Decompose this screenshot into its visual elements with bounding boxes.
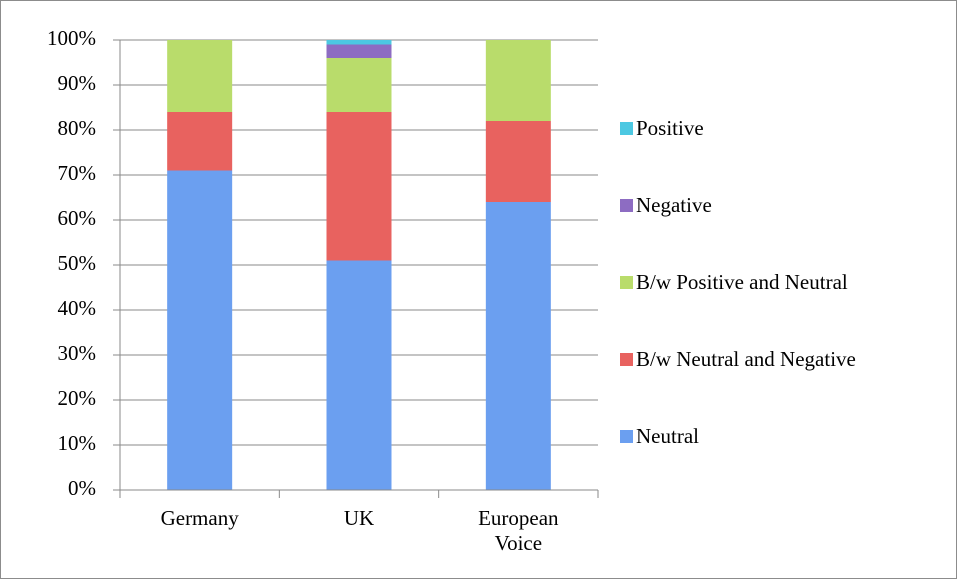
y-tick-label: 30% [58,341,97,365]
y-tick-label: 70% [58,161,97,185]
bar-segment [326,112,392,261]
legend-label: Neutral [636,424,699,448]
legend-swatch [620,353,633,366]
bar-segment [326,44,392,58]
bar-segment [167,170,233,490]
bar-segment [326,260,392,490]
y-tick-label: 0% [68,476,96,500]
legend-label: B/w Positive and Neutral [636,270,848,294]
bar-segment [167,40,233,112]
y-tick-label: 100% [47,26,96,50]
bar-segment [167,112,233,171]
legend-swatch [620,276,633,289]
bar-segment [485,121,551,202]
y-tick-label: 60% [58,206,97,230]
x-tick-label: European Voice [478,506,559,555]
legend-label: Negative [636,193,712,217]
bar-segment [485,40,551,121]
bar-segment [485,202,551,490]
x-tick-label: UK [343,506,375,530]
y-tick-label: 80% [58,116,97,140]
y-tick-label: 40% [58,296,97,320]
bar-segment [326,40,392,45]
y-tick-label: 20% [58,386,97,410]
legend-swatch [620,122,633,135]
legend-swatch [620,430,633,443]
y-tick-label: 90% [58,71,97,95]
x-tick-label: Germany [160,506,239,530]
legend-label: Positive [636,116,704,140]
y-tick-label: 50% [58,251,97,275]
y-tick-label: 10% [58,431,97,455]
legend-swatch [620,199,633,212]
bar-segment [326,58,392,112]
legend-label: B/w Neutral and Negative [636,347,856,371]
